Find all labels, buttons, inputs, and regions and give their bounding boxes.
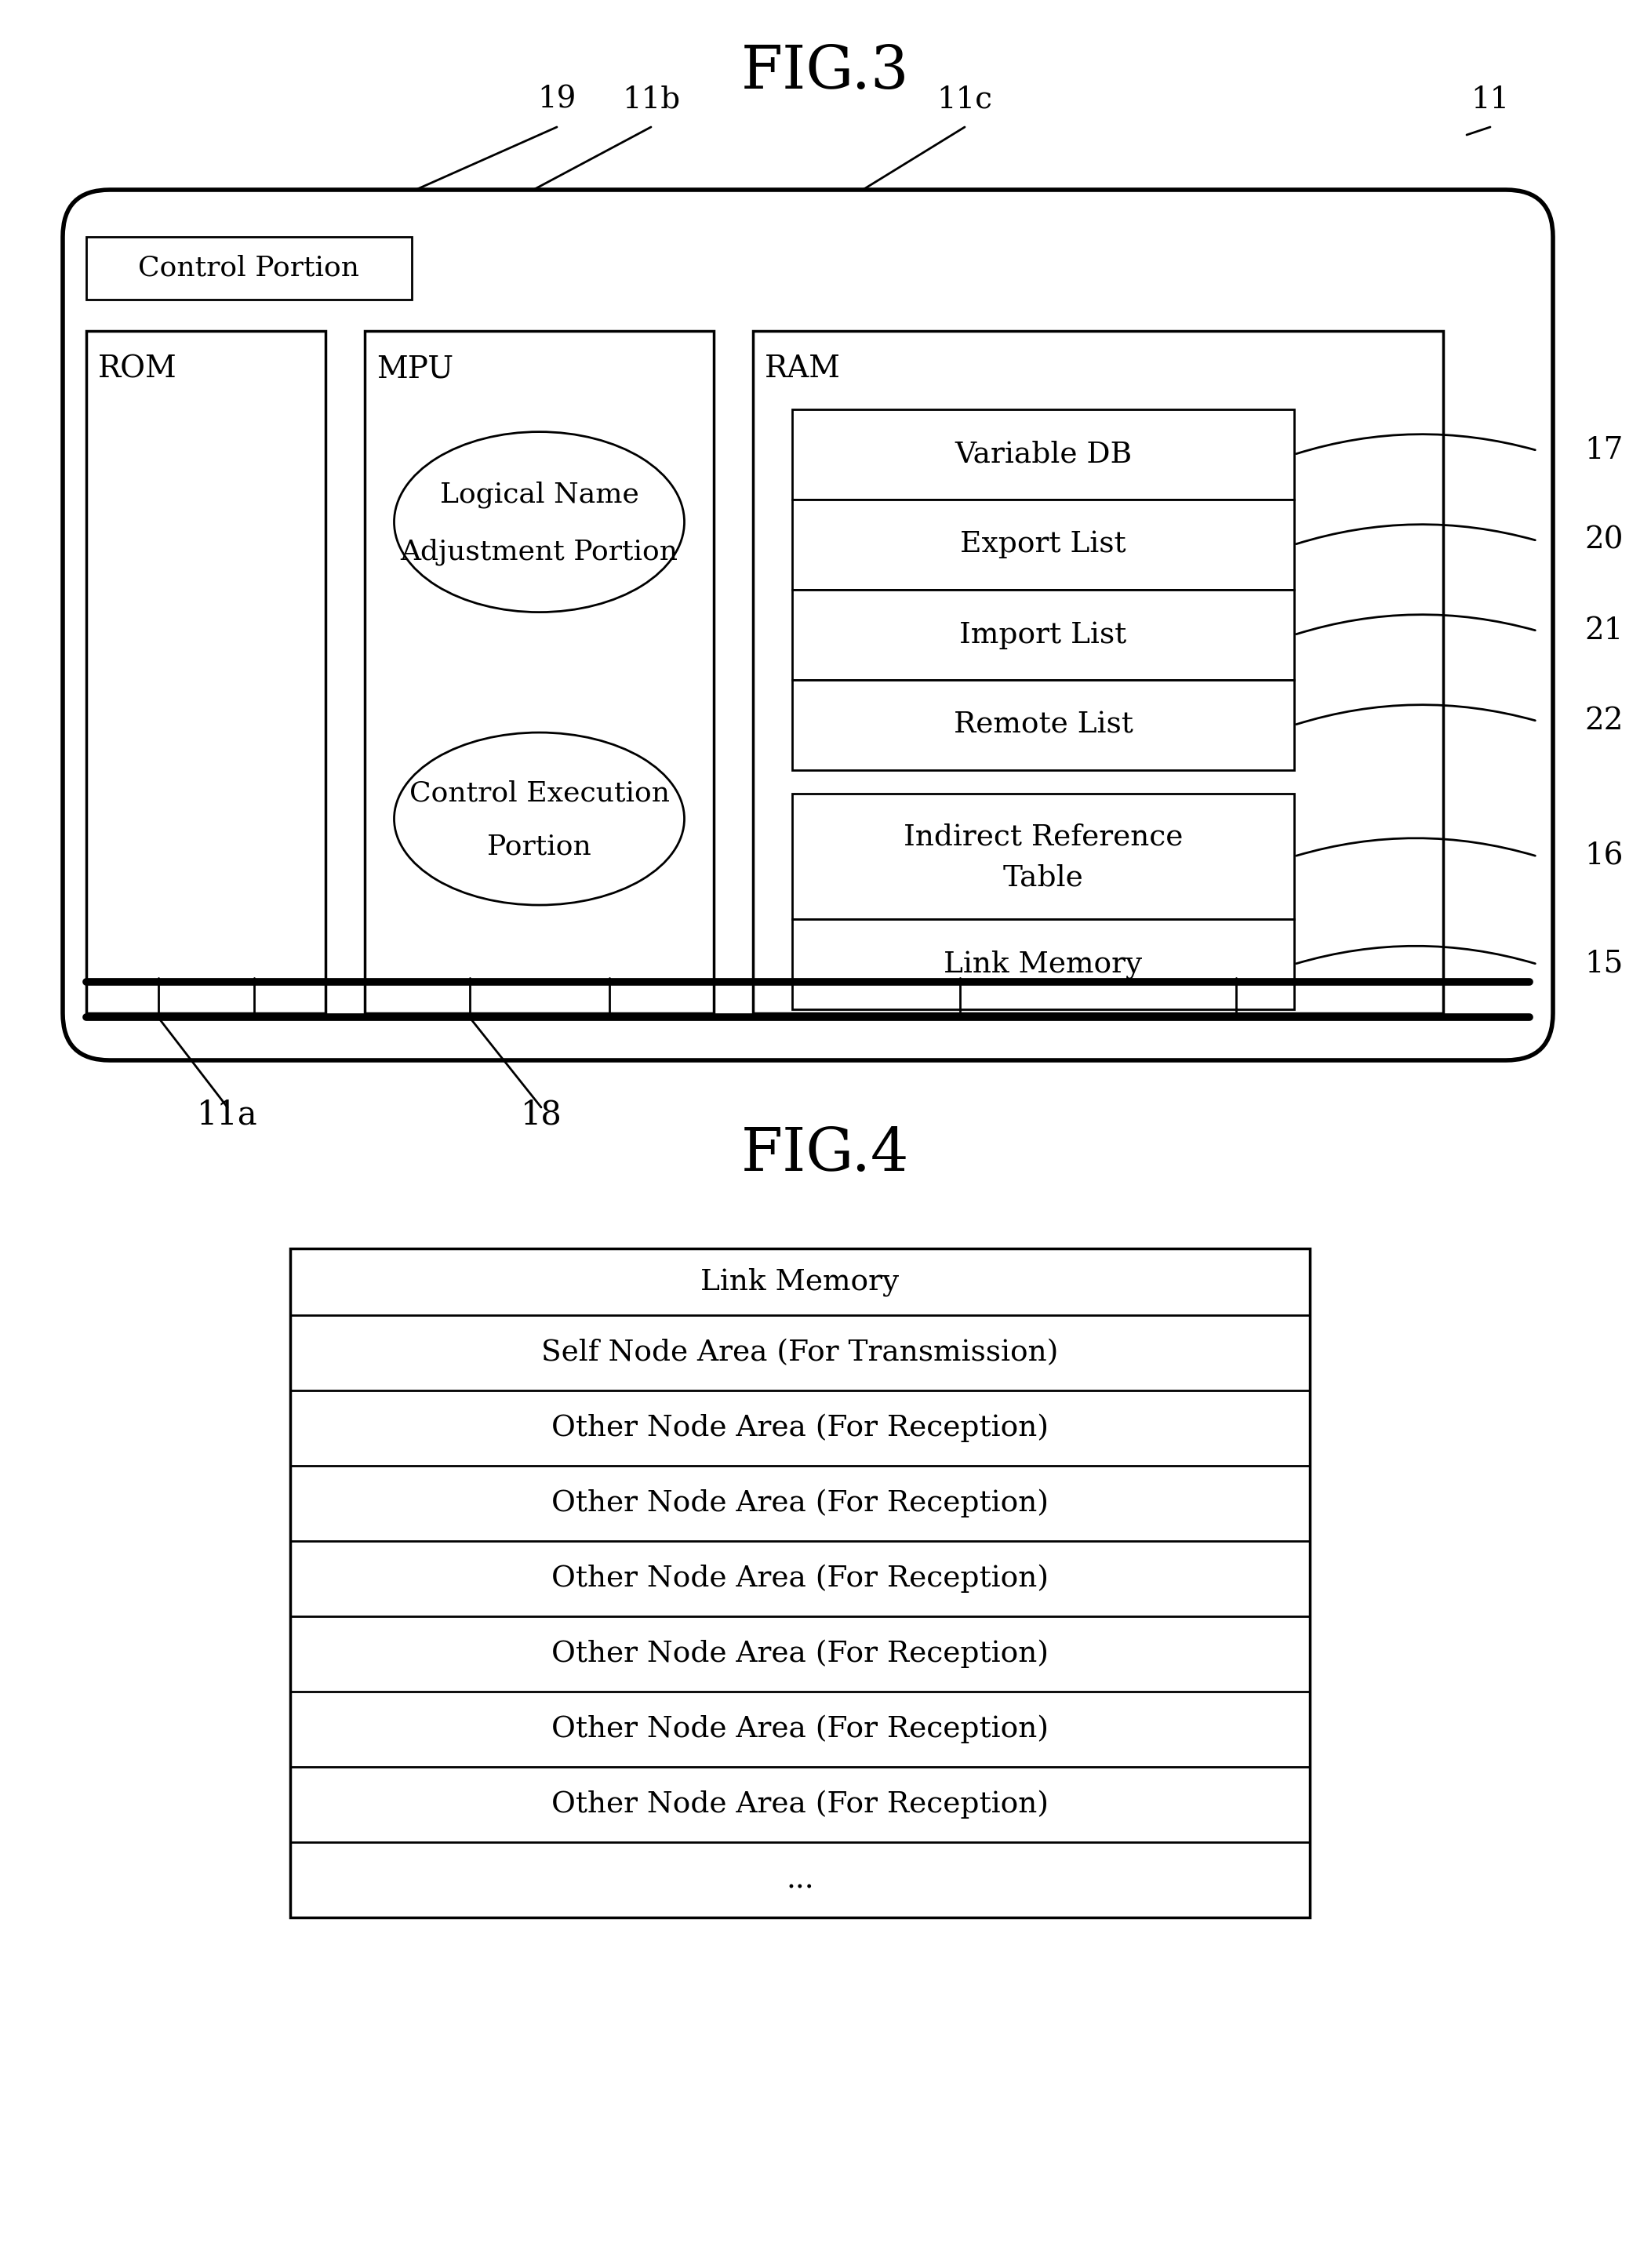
- Text: Remote List: Remote List: [953, 710, 1133, 739]
- Text: Other Node Area (For Reception): Other Node Area (For Reception): [551, 1413, 1048, 1442]
- Text: 18: 18: [520, 1098, 561, 1132]
- Text: Other Node Area (For Reception): Other Node Area (For Reception): [551, 1640, 1048, 1669]
- Text: Import List: Import List: [959, 621, 1126, 649]
- Ellipse shape: [395, 431, 684, 612]
- Text: 11c: 11c: [936, 86, 992, 113]
- Text: Other Node Area (For Reception): Other Node Area (For Reception): [551, 1789, 1048, 1819]
- Text: 11: 11: [1471, 86, 1509, 113]
- Text: 11a: 11a: [196, 1098, 258, 1132]
- Text: FIG.4: FIG.4: [741, 1125, 910, 1184]
- Text: Link Memory: Link Memory: [700, 1268, 900, 1295]
- Text: Variable DB: Variable DB: [954, 440, 1133, 469]
- Text: 16: 16: [1585, 841, 1623, 871]
- Text: Other Node Area (For Reception): Other Node Area (For Reception): [551, 1565, 1048, 1592]
- FancyBboxPatch shape: [63, 191, 1554, 1059]
- Text: Portion: Portion: [487, 832, 591, 860]
- Text: 22: 22: [1585, 708, 1623, 735]
- FancyBboxPatch shape: [365, 331, 713, 1014]
- FancyBboxPatch shape: [792, 590, 1294, 680]
- FancyBboxPatch shape: [792, 794, 1294, 919]
- Text: 19: 19: [538, 86, 576, 113]
- Text: ROM: ROM: [97, 354, 177, 383]
- FancyBboxPatch shape: [792, 499, 1294, 590]
- Text: RAM: RAM: [764, 354, 840, 383]
- FancyBboxPatch shape: [792, 919, 1294, 1009]
- FancyBboxPatch shape: [792, 680, 1294, 771]
- Text: Other Node Area (For Reception): Other Node Area (For Reception): [551, 1715, 1048, 1744]
- Text: Link Memory: Link Memory: [944, 950, 1142, 978]
- Text: Control Execution: Control Execution: [409, 780, 669, 805]
- Text: Table: Table: [1002, 864, 1083, 891]
- Text: Indirect Reference: Indirect Reference: [903, 823, 1182, 850]
- FancyBboxPatch shape: [753, 331, 1443, 1014]
- Text: Control Portion: Control Portion: [139, 254, 360, 281]
- FancyBboxPatch shape: [792, 408, 1294, 499]
- Text: Logical Name: Logical Name: [439, 481, 639, 508]
- Text: 15: 15: [1585, 950, 1623, 980]
- Text: ...: ...: [786, 1867, 814, 1894]
- Text: FIG.3: FIG.3: [741, 43, 910, 102]
- Text: Other Node Area (For Reception): Other Node Area (For Reception): [551, 1490, 1048, 1517]
- Text: 11b: 11b: [622, 86, 680, 113]
- Text: 17: 17: [1585, 435, 1623, 465]
- Text: Adjustment Portion: Adjustment Portion: [401, 538, 679, 565]
- Ellipse shape: [395, 733, 684, 905]
- Text: Export List: Export List: [961, 531, 1126, 558]
- FancyBboxPatch shape: [86, 331, 325, 1014]
- Text: MPU: MPU: [376, 354, 454, 383]
- Text: 20: 20: [1585, 526, 1623, 556]
- FancyBboxPatch shape: [291, 1247, 1309, 1916]
- Text: Self Node Area (For Transmission): Self Node Area (For Transmission): [542, 1338, 1058, 1368]
- FancyBboxPatch shape: [86, 236, 411, 299]
- Text: 21: 21: [1585, 617, 1623, 646]
